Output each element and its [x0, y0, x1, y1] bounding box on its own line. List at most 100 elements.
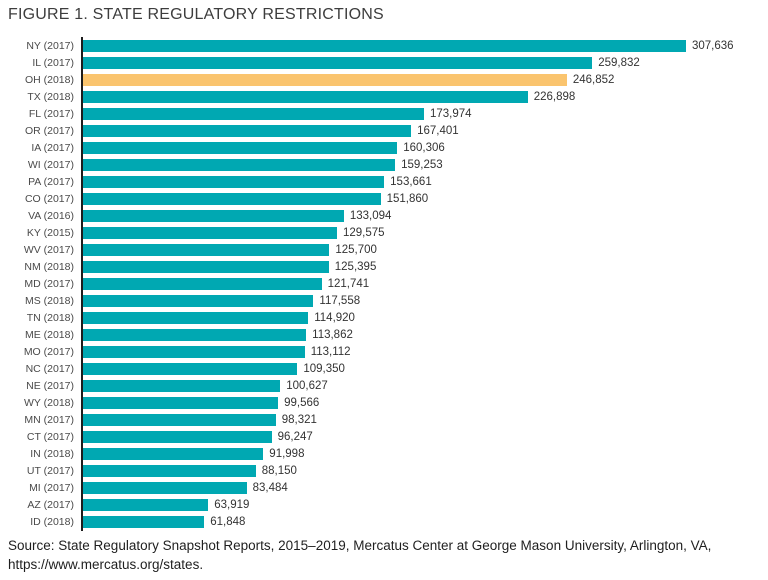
bar-track: 114,920 — [81, 309, 762, 327]
bar-row: FL (2017) 173,974 — [8, 105, 762, 123]
bar — [83, 363, 298, 376]
bar-track: 121,741 — [81, 275, 762, 293]
bar-track: 133,094 — [81, 207, 762, 225]
y-axis-label: TX (2018) — [27, 90, 74, 103]
bar-track: 246,852 — [81, 71, 762, 89]
value-label: 109,350 — [303, 363, 345, 376]
bar — [83, 124, 412, 137]
bar — [83, 226, 337, 239]
y-axis-label: IL (2017) — [32, 56, 74, 69]
value-label: 63,919 — [214, 499, 250, 512]
value-label: 61,848 — [210, 516, 246, 529]
y-axis-label: IA (2017) — [31, 141, 74, 154]
bar-row: NC (2017) 109,350 — [8, 360, 762, 378]
bar — [83, 39, 686, 52]
bar-row: IN (2018) 91,998 — [8, 445, 762, 463]
bar-track: 160,306 — [81, 139, 762, 157]
bar-track: 307,636 — [81, 37, 762, 55]
bar-highlighted — [83, 73, 567, 86]
source-line-2: https://www.mercatus.org/states. — [8, 557, 204, 573]
value-label: 83,484 — [252, 482, 288, 495]
y-axis-label: MN (2017) — [24, 414, 74, 427]
y-axis-label: WV (2017) — [23, 243, 74, 256]
value-label: 129,575 — [342, 226, 385, 239]
bar-row: TX (2018) 226,898 — [8, 88, 762, 106]
bar-track: 61,848 — [81, 513, 762, 531]
bar-row: WV (2017) 125,700 — [8, 241, 762, 259]
y-axis-label: MO (2017) — [23, 346, 74, 359]
value-label: 259,832 — [598, 56, 640, 69]
bar — [83, 414, 276, 427]
bar — [83, 56, 593, 69]
bar-row: IL (2017) 259,832 — [8, 54, 762, 72]
y-axis-label: PA (2017) — [28, 175, 74, 188]
bar — [83, 192, 381, 205]
bar-row: AZ (2017) 63,919 — [8, 496, 762, 514]
y-axis-label: CO (2017) — [24, 192, 74, 205]
bar-row: NE (2017) 100,627 — [8, 377, 762, 395]
bar-track: 63,919 — [81, 496, 762, 514]
bar — [83, 107, 424, 120]
value-label: 246,852 — [572, 73, 615, 86]
bar — [83, 397, 279, 410]
y-axis-label: MD (2017) — [24, 277, 74, 290]
bar-row: KY (2015) 129,575 — [8, 224, 762, 242]
bar-row: MO (2017) 113,112 — [8, 343, 762, 361]
bar — [83, 175, 385, 188]
bar-row: TN (2018) 114,920 — [8, 309, 762, 327]
y-axis-label: OR (2017) — [24, 124, 74, 137]
value-label: 307,636 — [691, 39, 734, 52]
value-label: 153,661 — [390, 175, 432, 188]
bar-row: MN (2017) 98,321 — [8, 411, 762, 429]
value-label: 88,150 — [261, 465, 297, 478]
bar-row: UT (2017) 88,150 — [8, 462, 762, 480]
bar-row: OH (2018) 246,852 — [8, 71, 762, 89]
y-axis-label: TN (2018) — [26, 312, 74, 325]
bar — [83, 141, 398, 154]
value-label: 117,558 — [319, 294, 361, 307]
y-axis-label: ID (2018) — [30, 516, 74, 529]
bar — [83, 158, 396, 171]
bar — [83, 516, 205, 529]
bar-row: PA (2017) 153,661 — [8, 173, 762, 191]
bar-row: ID (2018) 61,848 — [8, 513, 762, 531]
bar — [83, 465, 256, 478]
bar-row: WI (2017) 159,253 — [8, 156, 762, 174]
value-label: 167,401 — [417, 124, 459, 137]
bar-row: WY (2018) 99,566 — [8, 394, 762, 412]
source-note: Source: State Regulatory Snapshot Report… — [8, 536, 711, 575]
bar-track: 159,253 — [81, 156, 762, 174]
bar-track: 129,575 — [81, 224, 762, 242]
bar-track: 109,350 — [81, 360, 762, 378]
bar-track: 167,401 — [81, 122, 762, 140]
y-axis-label: ME (2018) — [24, 329, 74, 342]
y-axis-label: MS (2018) — [24, 294, 74, 307]
bar — [83, 260, 329, 273]
y-axis-label: AZ (2017) — [27, 499, 74, 512]
y-axis-label: CT (2017) — [26, 431, 74, 444]
bar-row: MI (2017) 83,484 — [8, 479, 762, 497]
bar — [83, 482, 247, 495]
value-label: 100,627 — [286, 380, 328, 393]
bar-track: 259,832 — [81, 54, 762, 72]
bar — [83, 312, 309, 325]
bar-track: 173,974 — [81, 105, 762, 123]
value-label: 121,741 — [327, 277, 370, 290]
bar — [83, 294, 314, 307]
value-label: 226,898 — [533, 90, 576, 103]
y-axis-label: UT (2017) — [26, 465, 74, 478]
bar-track: 98,321 — [81, 411, 762, 429]
bar-track: 125,395 — [81, 258, 762, 276]
value-label: 99,566 — [284, 397, 320, 410]
value-label: 96,247 — [277, 431, 313, 444]
bar-track: 113,862 — [81, 326, 762, 344]
bar-row: OR (2017) 167,401 — [8, 122, 762, 140]
value-label: 113,862 — [312, 329, 353, 342]
bar — [83, 90, 528, 103]
value-label: 91,998 — [269, 448, 305, 461]
bar-row: NM (2018) 125,395 — [8, 258, 762, 276]
bar-track: 96,247 — [81, 428, 762, 446]
y-axis-label: WI (2017) — [27, 158, 74, 171]
y-axis-label: WY (2018) — [24, 397, 74, 410]
